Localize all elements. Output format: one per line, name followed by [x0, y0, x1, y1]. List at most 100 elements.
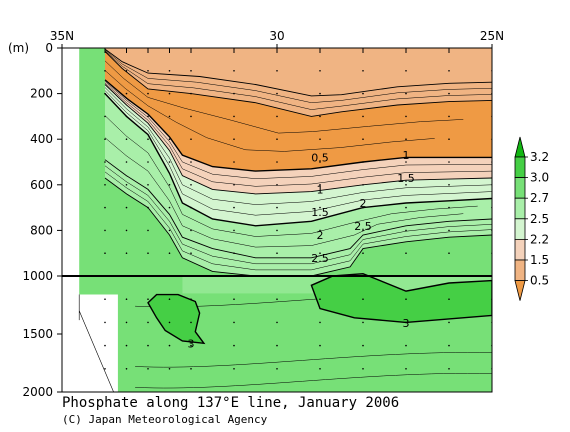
sample-point	[233, 229, 235, 232]
sample-point	[405, 368, 407, 370]
sample-point	[104, 344, 106, 347]
sample-point	[362, 252, 364, 254]
sample-point	[125, 92, 128, 95]
contour-line-minor	[104, 81, 492, 179]
sample-point	[319, 206, 321, 209]
sample-point	[362, 229, 364, 232]
contour-label: 1.5	[311, 206, 329, 219]
colorbar-label: 0.5	[530, 274, 549, 288]
sample-point	[104, 206, 106, 209]
no-data-mask	[62, 48, 118, 392]
sample-point	[190, 252, 192, 254]
contour-line	[104, 79, 492, 172]
contour-label: 3	[403, 317, 410, 330]
contour-region-3-1	[147, 293, 206, 345]
y-tick-label: 800	[30, 223, 53, 237]
colorbar-swatch	[514, 238, 526, 261]
sample-point	[233, 184, 235, 186]
sample-point	[147, 206, 149, 209]
sample-point	[276, 115, 278, 118]
sample-point	[233, 368, 235, 370]
y-tick-label: 400	[30, 132, 53, 146]
colorbar-label: 1.5	[530, 253, 549, 267]
high-value-region-layer	[62, 48, 492, 392]
sample-point	[448, 138, 450, 140]
sample-point	[233, 138, 235, 140]
sample-point	[405, 298, 407, 301]
colorbar-label: 3.2	[530, 150, 549, 164]
sample-point	[125, 184, 128, 186]
y-tick-label: 0	[45, 41, 53, 55]
sample-point	[190, 344, 192, 347]
sample-point	[362, 115, 364, 118]
sample-point	[125, 298, 128, 301]
y-tick-label: 1000	[22, 269, 53, 283]
contour-line-minor	[104, 165, 492, 265]
sample-point	[125, 321, 128, 324]
sample-point	[362, 70, 364, 72]
sample-point	[276, 206, 278, 209]
contour-label: 2.5	[354, 220, 372, 233]
contour-line	[104, 48, 492, 97]
sample-point	[168, 298, 171, 301]
sample-point	[190, 206, 192, 209]
sample-point	[405, 321, 407, 324]
contour-line-minor	[104, 87, 492, 205]
sample-point	[168, 252, 171, 254]
sample-point	[448, 70, 450, 72]
contour-line-minor	[104, 60, 464, 134]
sample-point	[319, 344, 321, 347]
colorbar-swatch	[514, 259, 526, 282]
sample-point	[125, 161, 128, 163]
sample-point	[276, 344, 278, 347]
sample-point	[405, 161, 407, 163]
sample-point	[104, 184, 106, 186]
sample-point	[168, 229, 171, 232]
contour-line-minor	[104, 137, 464, 248]
colorbar-legend: 3.2 3.0 2.7 2.5 2.2 1.5 0.5	[514, 136, 549, 301]
sample-point	[125, 344, 128, 347]
sample-point	[276, 229, 278, 232]
y-tick-label: 200	[30, 87, 53, 101]
sample-point	[168, 184, 171, 186]
colorbar-label: 2.5	[530, 212, 549, 226]
sample-point	[448, 368, 450, 370]
sample-point	[125, 138, 128, 140]
sample-point	[147, 92, 149, 95]
sample-point	[362, 161, 364, 163]
contour-line	[104, 51, 492, 117]
sample-point	[104, 115, 106, 118]
sample-point	[168, 115, 171, 118]
sample-point	[276, 368, 278, 370]
sample-point	[233, 206, 235, 209]
colorbar-label: 2.2	[530, 232, 549, 246]
sample-point	[276, 321, 278, 324]
sample-point	[190, 184, 192, 186]
sample-point	[168, 321, 171, 324]
contour-label: 3	[188, 337, 195, 350]
coast-line	[78, 310, 114, 392]
sample-point	[125, 206, 128, 209]
sample-point	[233, 92, 235, 95]
sample-point	[233, 115, 235, 118]
sample-point	[147, 229, 149, 232]
sample-point	[276, 298, 278, 301]
chart-credit: (C) Japan Meteorological Agency	[62, 413, 268, 426]
contour-label: 2	[360, 197, 367, 210]
contour-line-deep	[135, 373, 492, 389]
sample-point	[147, 368, 149, 370]
sample-point	[405, 184, 407, 186]
sample-point	[362, 344, 364, 347]
sample-point	[190, 70, 192, 72]
colorbar-swatch	[514, 197, 526, 220]
colorbar-swatch	[514, 177, 526, 199]
sample-point	[276, 252, 278, 254]
sample-point	[319, 321, 321, 324]
sample-point	[190, 161, 192, 163]
sample-point	[104, 368, 106, 370]
sample-point	[448, 298, 450, 301]
sample-point	[104, 138, 106, 140]
sample-point	[190, 229, 192, 232]
sample-point	[190, 138, 192, 140]
